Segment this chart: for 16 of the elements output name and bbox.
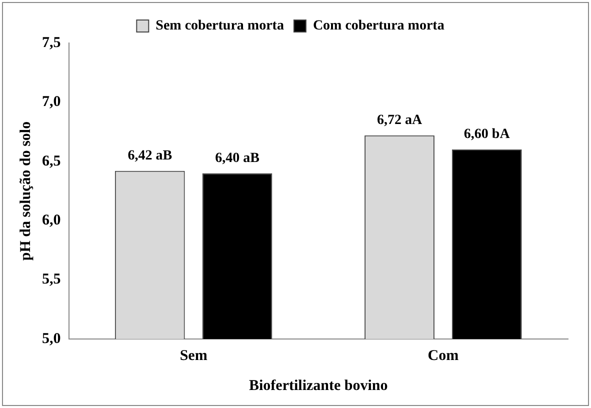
x-axis-title: Biofertilizante bovino (249, 378, 388, 394)
data-label: 6,40 aB (215, 150, 260, 166)
y-tick-label: 6,0 (42, 212, 61, 228)
y-tick-label: 7,5 (42, 34, 61, 51)
legend-label: Com cobertura morta (312, 18, 444, 34)
y-tick-label: 7,0 (42, 94, 61, 110)
y-tick-label: 6,5 (42, 153, 61, 170)
legend-label: Sem cobertura morta (156, 18, 284, 34)
y-axis-title: pH da solução do solo (18, 121, 34, 261)
x-tick-label: Com (428, 348, 460, 364)
y-tick-label: 5,5 (42, 272, 61, 288)
x-tick-label: Sem (180, 348, 208, 364)
data-label: 6,72 aA (376, 112, 423, 128)
data-label: 6,42 aB (128, 148, 172, 164)
y-tick-label: 5,0 (42, 330, 61, 347)
data-label: 6,60 bA (464, 127, 511, 142)
